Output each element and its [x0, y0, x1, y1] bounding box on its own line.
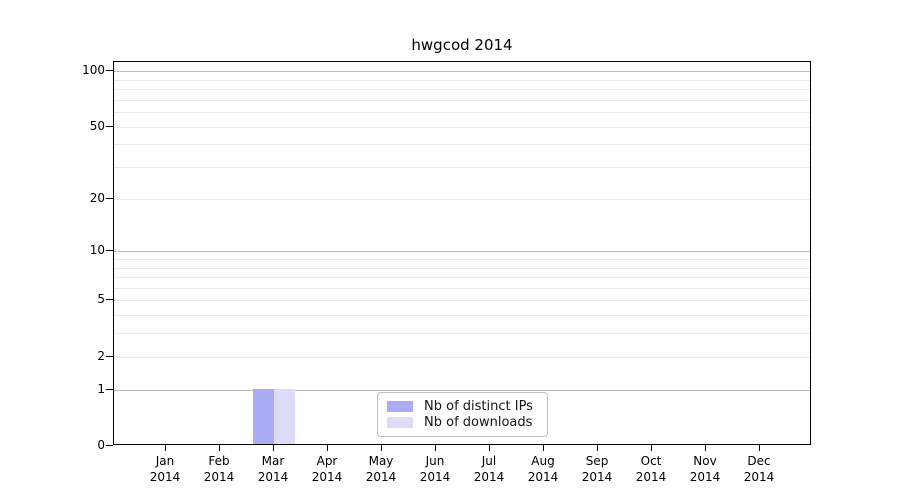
x-tick-label: May 2014	[351, 453, 411, 485]
x-tick-year: 2014	[257, 470, 289, 484]
bar-downloads	[274, 389, 295, 444]
x-tick-label: Jun 2014	[405, 453, 465, 485]
x-tick-mark	[381, 445, 382, 451]
x-tick-month: Mar	[261, 454, 285, 468]
minor-gridline	[114, 300, 810, 301]
x-tick-mark	[597, 445, 598, 451]
legend-swatch	[387, 400, 413, 412]
y-tick-label: 100	[82, 63, 105, 77]
x-tick-mark	[165, 445, 166, 451]
chart-title: hwgcod 2014	[411, 36, 513, 54]
x-tick-year: 2014	[365, 470, 397, 484]
minor-gridline	[114, 315, 810, 316]
x-tick-label: Apr 2014	[297, 453, 357, 485]
y-tick-mark	[106, 445, 113, 446]
minor-gridline	[114, 100, 810, 101]
y-tick-mark	[106, 356, 113, 357]
minor-gridline	[114, 288, 810, 289]
x-tick-year: 2014	[473, 470, 505, 484]
legend-row: Nb of distinct IPs	[387, 398, 539, 414]
x-tick-month: Jul	[481, 454, 497, 468]
x-tick-label: Aug 2014	[513, 453, 573, 485]
x-tick-month: Apr	[316, 454, 338, 468]
y-tick-mark	[106, 389, 113, 390]
x-tick-mark	[705, 445, 706, 451]
x-tick-mark	[651, 445, 652, 451]
minor-gridline	[114, 357, 810, 358]
y-tick-mark	[106, 250, 113, 251]
legend-label: Nb of downloads	[424, 415, 533, 431]
major-gridline	[114, 251, 810, 252]
x-tick-label: Jul 2014	[459, 453, 519, 485]
y-tick-label: 10	[89, 243, 105, 257]
y-tick-label: 50	[89, 119, 105, 133]
plot-area	[113, 61, 811, 445]
x-tick-mark	[327, 445, 328, 451]
minor-gridline	[114, 127, 810, 128]
y-tick-mark	[106, 198, 113, 199]
x-tick-year: 2014	[527, 470, 559, 484]
x-tick-month: Oct	[640, 454, 662, 468]
x-tick-label: Dec 2014	[729, 453, 789, 485]
y-tick-label: 0	[97, 438, 105, 452]
major-gridline	[114, 390, 810, 391]
major-gridline	[114, 71, 810, 72]
x-tick-year: 2014	[689, 470, 721, 484]
legend: Nb of distinct IPs Nb of downloads	[377, 392, 548, 437]
minor-gridline	[114, 259, 810, 260]
x-tick-mark	[435, 445, 436, 451]
x-tick-year: 2014	[203, 470, 235, 484]
y-tick-label: 20	[89, 191, 105, 205]
x-tick-mark	[219, 445, 220, 451]
x-tick-month: Feb	[208, 454, 230, 468]
legend-row: Nb of downloads	[387, 415, 539, 431]
x-tick-label: Jan 2014	[135, 453, 195, 485]
minor-gridline	[114, 80, 810, 81]
x-tick-month: Aug	[531, 454, 555, 468]
x-tick-year: 2014	[635, 470, 667, 484]
x-tick-mark	[543, 445, 544, 451]
x-tick-month: Jan	[155, 454, 175, 468]
x-tick-mark	[273, 445, 274, 451]
y-tick-label: 5	[97, 292, 105, 306]
minor-gridline	[114, 144, 810, 145]
x-tick-year: 2014	[743, 470, 775, 484]
minor-gridline	[114, 167, 810, 168]
x-tick-month: Nov	[693, 454, 717, 468]
minor-gridline	[114, 199, 810, 200]
x-tick-label: Oct 2014	[621, 453, 681, 485]
x-tick-year: 2014	[311, 470, 343, 484]
y-tick-label: 1	[97, 382, 105, 396]
x-tick-year: 2014	[581, 470, 613, 484]
x-tick-month: May	[368, 454, 394, 468]
x-tick-label: Nov 2014	[675, 453, 735, 485]
minor-gridline	[114, 89, 810, 90]
minor-gridline	[114, 333, 810, 334]
x-tick-label: Sep 2014	[567, 453, 627, 485]
legend-swatch	[387, 417, 413, 429]
minor-gridline	[114, 112, 810, 113]
legend-label: Nb of distinct IPs	[424, 398, 533, 414]
y-tick-mark	[106, 70, 113, 71]
y-tick-mark	[106, 299, 113, 300]
x-tick-mark	[489, 445, 490, 451]
y-tick-label: 2	[97, 349, 105, 363]
x-tick-mark	[759, 445, 760, 451]
x-tick-year: 2014	[419, 470, 451, 484]
minor-gridline	[114, 268, 810, 269]
x-tick-label: Feb 2014	[189, 453, 249, 485]
bar-distinct-ips	[253, 389, 274, 444]
x-tick-label: Mar 2014	[243, 453, 303, 485]
y-tick-mark	[106, 126, 113, 127]
x-tick-year: 2014	[149, 470, 181, 484]
x-tick-month: Jun	[425, 454, 445, 468]
minor-gridline	[114, 277, 810, 278]
x-tick-month: Sep	[585, 454, 609, 468]
x-tick-month: Dec	[747, 454, 771, 468]
